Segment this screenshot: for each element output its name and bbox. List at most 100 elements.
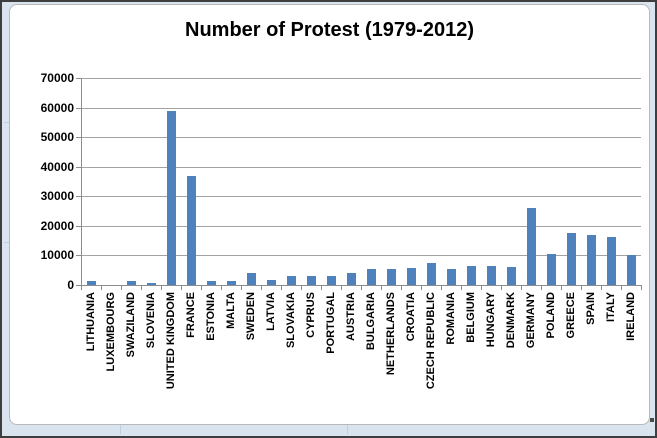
worksheet-column-divider <box>347 425 348 434</box>
bar-netherlands[interactable] <box>386 269 396 285</box>
x-tick-11 <box>301 285 302 290</box>
x-tick-4 <box>161 285 162 290</box>
bar-belgium[interactable] <box>466 266 476 285</box>
y-tick-10000 <box>76 255 81 257</box>
bar-czech-republic[interactable] <box>426 263 436 285</box>
x-axis-label-swaziland: SWAZILAND <box>125 292 137 358</box>
x-tick-0 <box>81 285 82 290</box>
bar-france[interactable] <box>186 176 196 285</box>
x-axis-label-croatia: CROATIA <box>405 292 417 342</box>
x-axis-label-estonia: ESTONIA <box>205 292 217 341</box>
x-tick-13 <box>341 285 342 290</box>
bar-romania[interactable] <box>446 269 456 285</box>
gridline-40000 <box>81 166 641 168</box>
bar-slovenia[interactable] <box>146 283 156 285</box>
bar-latvia[interactable] <box>266 280 276 285</box>
x-axis-label-netherlands: NETHERLANDS <box>385 292 397 376</box>
x-axis-label-poland: POLAND <box>545 292 557 339</box>
x-tick-8 <box>241 285 242 290</box>
x-tick-5 <box>181 285 182 290</box>
x-axis-label-sweden: SWEDEN <box>245 292 257 341</box>
resize-handle[interactable] <box>650 418 654 422</box>
x-tick-21 <box>501 285 502 290</box>
bar-croatia[interactable] <box>406 268 416 285</box>
bar-germany[interactable] <box>526 208 536 285</box>
x-tick-18 <box>441 285 442 290</box>
x-tick-10 <box>281 285 282 290</box>
x-axis-label-denmark: DENMARK <box>505 292 517 349</box>
worksheet-column-divider <box>120 425 121 434</box>
gridline-60000 <box>81 107 641 109</box>
y-axis-label-0: 0 <box>67 278 74 292</box>
bar-austria[interactable] <box>346 273 356 285</box>
bar-sweden[interactable] <box>246 273 256 285</box>
x-axis-label-portugal: PORTUGAL <box>325 292 337 354</box>
y-axis-label-40000: 40000 <box>40 159 74 174</box>
x-axis-label-latvia: LATVIA <box>265 292 277 331</box>
bar-portugal[interactable] <box>326 276 336 285</box>
x-axis-label-cyprus: CYPRUS <box>305 292 317 338</box>
x-tick-14 <box>361 285 362 290</box>
bar-greece[interactable] <box>566 233 576 285</box>
bar-denmark[interactable] <box>506 267 516 285</box>
x-tick-3 <box>141 285 142 290</box>
bar-swaziland[interactable] <box>126 281 136 285</box>
x-axis-label-hungary: HUNGARY <box>485 292 497 348</box>
x-tick-20 <box>481 285 482 290</box>
x-tick-16 <box>401 285 402 290</box>
y-axis-line <box>81 78 82 290</box>
bar-ireland[interactable] <box>626 255 636 285</box>
x-axis-label-spain: SPAIN <box>585 292 597 325</box>
bar-estonia[interactable] <box>206 281 216 285</box>
y-axis-label-30000: 30000 <box>40 189 74 204</box>
x-axis-label-italy: ITALY <box>605 292 617 322</box>
bar-spain[interactable] <box>586 235 596 285</box>
y-tick-60000 <box>76 107 81 109</box>
bar-italy[interactable] <box>606 237 616 285</box>
x-axis-label-bulgaria: BULGARIA <box>365 292 377 351</box>
x-tick-19 <box>461 285 462 290</box>
x-axis-label-united-kingdom: UNITED KINGDOM <box>165 292 177 390</box>
gridline-50000 <box>81 137 641 139</box>
x-tick-24 <box>561 285 562 290</box>
gridline-30000 <box>81 196 641 198</box>
x-tick-7 <box>221 285 222 290</box>
y-axis-label-70000: 70000 <box>40 71 74 85</box>
x-axis-label-romania: ROMANIA <box>445 292 457 345</box>
x-tick-28 <box>641 285 642 290</box>
gridline-20000 <box>81 225 641 227</box>
x-axis-label-czech-republic: CZECH REPUBLIC <box>425 292 437 390</box>
x-axis-label-belgium: BELGIUM <box>465 292 477 343</box>
x-tick-23 <box>541 285 542 290</box>
x-tick-6 <box>201 285 202 290</box>
x-axis-label-ireland: IRELAND <box>625 292 637 341</box>
bar-hungary[interactable] <box>486 266 496 285</box>
x-axis-label-austria: AUSTRIA <box>345 292 357 341</box>
bar-slovakia[interactable] <box>286 276 296 285</box>
chart-panel[interactable]: Number of Protest (1979-2012) <box>9 4 650 425</box>
y-axis-label-50000: 50000 <box>40 130 74 145</box>
y-axis-label-10000: 10000 <box>40 248 74 263</box>
x-axis-label-malta: MALTA <box>225 292 237 329</box>
gridline-70000 <box>81 78 641 79</box>
bar-poland[interactable] <box>546 254 556 285</box>
y-tick-20000 <box>76 225 81 227</box>
x-tick-9 <box>261 285 262 290</box>
x-tick-2 <box>121 285 122 290</box>
bar-united-kingdom[interactable] <box>166 111 176 285</box>
bar-lithuania[interactable] <box>86 281 96 285</box>
x-tick-17 <box>421 285 422 290</box>
y-tick-70000 <box>76 78 81 79</box>
worksheet-row-divider <box>4 242 10 243</box>
x-axis-label-greece: GREECE <box>565 292 577 339</box>
bar-cyprus[interactable] <box>306 276 316 285</box>
worksheet-row-divider <box>4 122 10 123</box>
x-tick-15 <box>381 285 382 290</box>
x-tick-26 <box>601 285 602 290</box>
bar-bulgaria[interactable] <box>366 269 376 285</box>
x-axis-label-lithuania: LITHUANIA <box>85 292 97 352</box>
x-axis-label-slovenia: SLOVENIA <box>145 292 157 349</box>
x-axis-label-germany: GERMANY <box>525 292 537 349</box>
bar-malta[interactable] <box>226 281 236 285</box>
